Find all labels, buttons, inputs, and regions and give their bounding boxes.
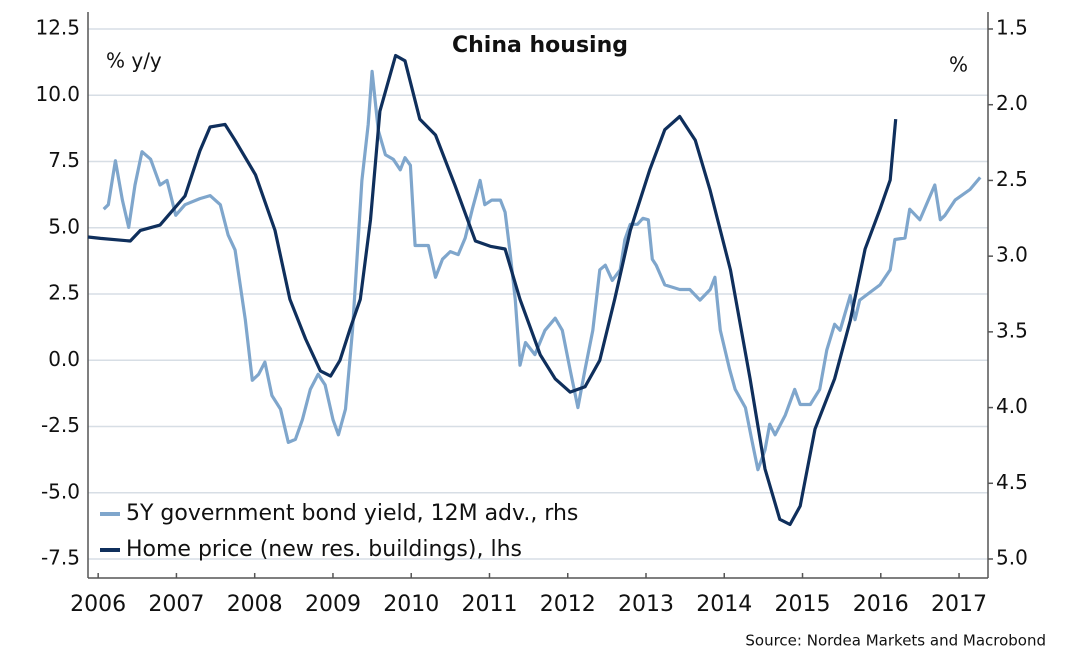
x-tick-label: 2009 [305, 592, 361, 617]
x-tick-label: 2007 [148, 592, 204, 617]
series-line [102, 69, 982, 472]
source-note: Source: Nordea Markets and Macrobond [745, 632, 1046, 650]
x-tick-label: 2010 [383, 592, 439, 617]
y2-tick-label: 3.5 [996, 318, 1028, 342]
grid [88, 28, 988, 560]
x-tick-label: 2013 [618, 592, 674, 617]
y2-tick-label: 2.5 [996, 167, 1028, 191]
x-tick-label: 2014 [696, 592, 752, 617]
x-tick-label: 2012 [540, 592, 596, 617]
y-tick-label: 7.5 [48, 148, 80, 172]
y2-tick-label: 3.0 [996, 243, 1028, 267]
y-axis-label: % y/y [106, 49, 162, 73]
series-line [87, 53, 898, 527]
y-tick-label: 10.0 [35, 82, 80, 106]
y-tick-label: 12.5 [35, 16, 80, 40]
x-tick-label: 2016 [853, 592, 909, 617]
x-tick-label: 2008 [227, 592, 283, 617]
y2-axis-label: % [949, 53, 968, 77]
y-tick-label: -5.0 [41, 479, 80, 503]
x-tick-label: 2011 [461, 592, 517, 617]
y-tick-label: 0.0 [48, 347, 80, 371]
y2-tick-label: 2.0 [996, 91, 1028, 115]
x-tick-label: 2006 [70, 592, 126, 617]
y-tick-label: -2.5 [41, 413, 80, 437]
y2-tick-label: 4.5 [996, 470, 1028, 494]
x-tick-label: 2017 [931, 592, 987, 617]
y-tick-label: -7.5 [41, 546, 80, 570]
x-tick-label: 2015 [775, 592, 831, 617]
chart-title: China housing [452, 33, 628, 58]
y2-tick-label: 5.0 [996, 546, 1028, 570]
y-tick-label: 5.0 [48, 214, 80, 238]
y2-tick-label: 1.5 [996, 16, 1028, 40]
y2-tick-label: 4.0 [996, 394, 1028, 418]
legend-label: Home price (new res. buildings), lhs [126, 537, 522, 562]
y-tick-label: 2.5 [48, 281, 80, 305]
legend-label: 5Y government bond yield, 12M adv., rhs [126, 501, 578, 526]
